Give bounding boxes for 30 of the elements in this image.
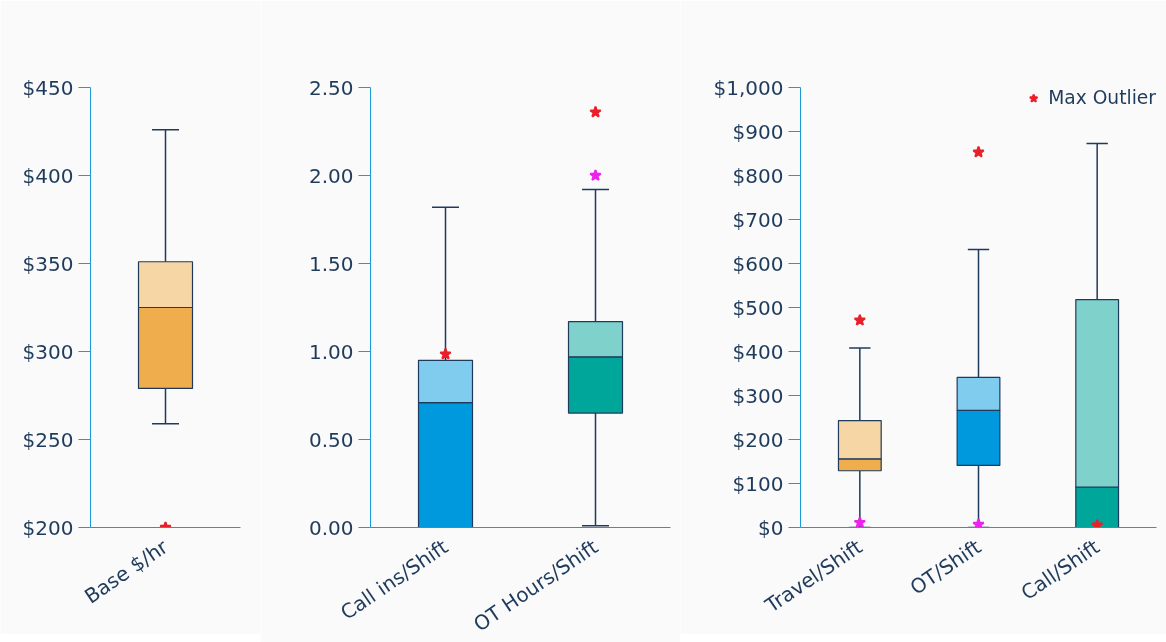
point bbox=[972, 517, 985, 528]
point bbox=[972, 145, 985, 158]
point bbox=[1090, 518, 1104, 528]
y-tick-label: $350 bbox=[22, 251, 74, 276]
y-tick-label: $400 bbox=[732, 339, 784, 364]
y-tick-label: 2.00 bbox=[308, 163, 354, 188]
y-tick-label: $1,000 bbox=[713, 75, 784, 100]
y-tick-label: $250 bbox=[22, 427, 74, 452]
y-tick-label: $800 bbox=[732, 163, 784, 188]
point bbox=[853, 313, 867, 326]
y-tick-label: $900 bbox=[732, 119, 784, 144]
y-tick-label: $400 bbox=[22, 163, 74, 188]
y-tick-label: $300 bbox=[22, 339, 74, 364]
y-tick-label: 1.00 bbox=[308, 339, 354, 364]
y-tick-label: 2.50 bbox=[308, 75, 354, 100]
y-tick-label: $100 bbox=[732, 471, 784, 496]
y-tick-label: $500 bbox=[732, 295, 784, 320]
y-tick-label: $600 bbox=[732, 251, 784, 276]
y-tick-label: $200 bbox=[22, 515, 74, 540]
y-tick-label: 0.50 bbox=[308, 427, 354, 452]
y-tick-label: 0.00 bbox=[308, 515, 354, 540]
y-tick-label: $700 bbox=[732, 207, 784, 232]
y-tick-label: $450 bbox=[22, 75, 74, 100]
y-tick-label: $300 bbox=[732, 383, 784, 408]
point bbox=[853, 516, 867, 528]
y-tick-label: 1.50 bbox=[308, 251, 354, 276]
legend-label: Max Outlier bbox=[1048, 87, 1156, 108]
y-tick-label: $0 bbox=[758, 515, 784, 540]
x-tick-label: Base $/hr bbox=[79, 534, 173, 609]
y-tick-label: $200 bbox=[732, 427, 784, 452]
